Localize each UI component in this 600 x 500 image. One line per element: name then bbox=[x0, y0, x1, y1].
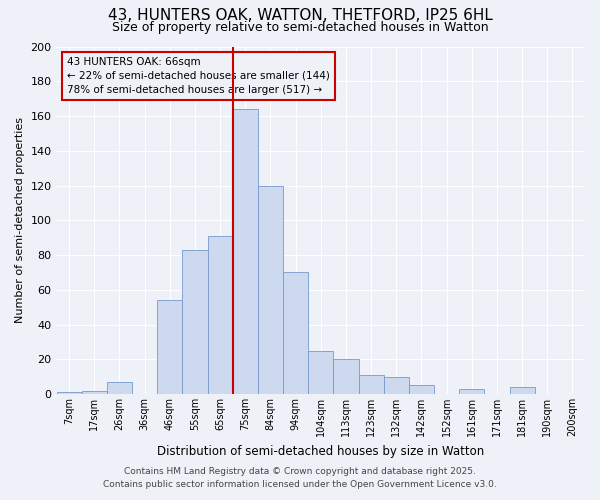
Bar bbox=[56, 392, 82, 394]
Bar bbox=[157, 300, 182, 394]
Bar bbox=[283, 272, 308, 394]
Bar bbox=[308, 350, 334, 394]
Bar bbox=[182, 250, 208, 394]
Bar bbox=[258, 186, 283, 394]
Text: Contains HM Land Registry data © Crown copyright and database right 2025.
Contai: Contains HM Land Registry data © Crown c… bbox=[103, 468, 497, 489]
Bar bbox=[459, 389, 484, 394]
Text: 43, HUNTERS OAK, WATTON, THETFORD, IP25 6HL: 43, HUNTERS OAK, WATTON, THETFORD, IP25 … bbox=[107, 8, 493, 22]
Bar bbox=[359, 375, 383, 394]
Bar bbox=[208, 236, 233, 394]
Bar bbox=[409, 386, 434, 394]
Text: 43 HUNTERS OAK: 66sqm
← 22% of semi-detached houses are smaller (144)
78% of sem: 43 HUNTERS OAK: 66sqm ← 22% of semi-deta… bbox=[67, 57, 330, 95]
Bar bbox=[509, 387, 535, 394]
Bar bbox=[233, 109, 258, 394]
Bar bbox=[383, 376, 409, 394]
Bar bbox=[107, 382, 132, 394]
Bar bbox=[334, 360, 359, 394]
Y-axis label: Number of semi-detached properties: Number of semi-detached properties bbox=[15, 118, 25, 324]
Bar bbox=[82, 390, 107, 394]
Text: Size of property relative to semi-detached houses in Watton: Size of property relative to semi-detach… bbox=[112, 21, 488, 34]
X-axis label: Distribution of semi-detached houses by size in Watton: Distribution of semi-detached houses by … bbox=[157, 444, 484, 458]
